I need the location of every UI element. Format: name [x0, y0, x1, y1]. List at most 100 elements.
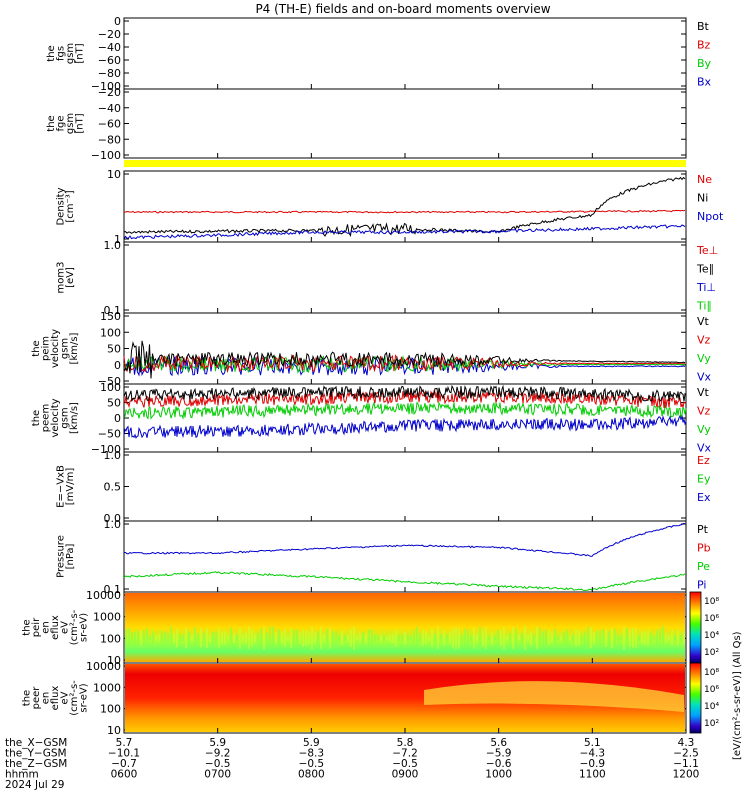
legend-peim-Vy: Vy [697, 352, 711, 365]
spectrogram-peir-stripe [458, 627, 460, 649]
plot-traces [123, 176, 687, 732]
spectrogram-peir-stripe [329, 627, 331, 649]
legends: Bt Bz By Bx Ne Ni Npot Te⊥ Te∥ Ti⊥ Ti∥ Vt Vz Vy Vx Vt Vz… [696, 20, 724, 592]
y-tick-label-pressure: 1.0 [104, 518, 122, 531]
spectrogram-peir-stripe [263, 626, 265, 650]
y-axis-label-fge: the [46, 115, 57, 131]
y-axis-label-fgs: fgs [55, 46, 66, 61]
x-row-value: 0700 [204, 769, 231, 781]
legend-peem-Vz: Vz [697, 405, 711, 418]
spectrogram-peir-stripe [320, 626, 322, 650]
spectrogram-peir-stripe [470, 634, 472, 642]
y-axis-label-peem: peem [41, 404, 52, 432]
spectrogram-peir-stripe [341, 630, 343, 646]
y-tick-label-fgs: −20 [98, 28, 121, 41]
spectrogram-peir-stripe [500, 630, 502, 646]
spectrogram-peir-stripe [194, 626, 196, 650]
x-row-value: 5.6 [490, 737, 507, 749]
y-tick-label-peim: 0 [114, 359, 121, 372]
spectrogram-peir-stripe [512, 627, 514, 649]
y-axis-label-efield: E=−VxB [55, 465, 66, 508]
y-axis-label-peer: peer [31, 686, 42, 710]
spectrogram-peir-stripe [572, 634, 574, 642]
spectrogram-peir-stripe [473, 627, 475, 649]
series-peim-Vt [123, 340, 686, 379]
x-row-value: 1000 [485, 769, 512, 781]
x-row-value: 0800 [298, 769, 325, 781]
x-row-value: 0900 [392, 769, 419, 781]
spectrogram-peir-stripe [620, 635, 622, 641]
spectrogram-peir-stripe [587, 626, 589, 650]
spectrogram-peir-stripe [608, 630, 610, 646]
legend-efield-Ey: Ey [697, 473, 711, 486]
spectrogram-peir-stripe [638, 635, 640, 641]
y-tick-label-peer: 1000 [93, 681, 121, 694]
spectrogram-peir-stripe [674, 635, 676, 641]
y-tick-label-efield: 0.0 [104, 512, 122, 525]
spectrogram-peir-stripe [287, 635, 289, 641]
spectrogram-peir-stripe [476, 633, 478, 643]
y-axis-label-peer: eV [60, 691, 71, 704]
spectrogram-peir-stripe [551, 632, 553, 644]
spectrogram-peir-stripe [353, 626, 355, 650]
y-tick-label-peem: −50 [98, 428, 121, 441]
spectrogram-peir-stripe [524, 626, 526, 650]
spectrogram-peir-stripe [515, 628, 517, 648]
spectrogram-peir-stripe [410, 635, 412, 641]
spectrogram-peir-stripe [683, 632, 685, 644]
spectrogram-peir-stripe [401, 634, 403, 642]
spectrogram-peir-stripe [302, 629, 304, 647]
spectrogram-peir-stripe [368, 629, 370, 647]
spectrogram-peir-stripe [527, 634, 529, 642]
colorbar-tick: 10⁶ [704, 685, 719, 695]
y-axis-label-temp: [eV] [65, 267, 76, 288]
spectrogram-peir-stripe [416, 626, 418, 650]
spectrogram-peir-stripe [266, 632, 268, 644]
y-axis-label-fge: [nT] [74, 113, 85, 133]
spectrogram-peir-stripe [653, 635, 655, 641]
x-row-name: the_Z−GSM [5, 758, 67, 770]
y-tick-label-fgs: −80 [98, 67, 121, 80]
spectrogram-peir-stripe [296, 629, 298, 647]
spectrogram-peir-stripe [497, 629, 499, 647]
spectrogram-peir-stripe [242, 633, 244, 643]
spectrogram-peir-stripe [614, 628, 616, 648]
spectrogram-peir-stripe [230, 627, 232, 649]
y-tick-label-peir: 10 [107, 654, 121, 667]
spectrogram-peir-stripe [308, 631, 310, 645]
spectrogram-peir-stripe [485, 626, 487, 650]
colorbar-tick: 10⁴ [704, 702, 719, 712]
y-tick-label-efield: 1.0 [104, 449, 122, 462]
spectrogram-peir-stripe [419, 633, 421, 643]
spectrogram-peir-stripe [245, 631, 247, 645]
y-axis-label-peim: the [31, 340, 42, 356]
legend-efield-Ex: Ex [697, 491, 711, 504]
spectrogram-peir-stripe [278, 629, 280, 647]
y-axis-label-peem: velocity [50, 398, 61, 437]
spectrogram-peir-stripe [647, 629, 649, 647]
spectrogram-peir-stripe [248, 626, 250, 650]
y-axis-label-peem: the [31, 410, 42, 426]
spectrogram-peir-stripe [599, 630, 601, 646]
spectrogram-peir-stripe [671, 630, 673, 646]
spectrogram-peir-stripe [422, 629, 424, 647]
spectrogram-peir-stripe [644, 631, 646, 645]
spectrogram-peir-stripe [593, 632, 595, 644]
spectrogram-peir-stripe [626, 627, 628, 649]
spectrogram-peir-stripe [434, 633, 436, 643]
x-row-value: 5.1 [584, 737, 601, 749]
y-axis-label-peir: en [41, 621, 52, 634]
y-tick-label-peem: 0 [114, 412, 121, 425]
legend-peem-Vy: Vy [697, 423, 711, 436]
spectrogram-peir-stripe [650, 632, 652, 644]
spectrogram-peir-stripe [164, 632, 166, 644]
spectrogram-peir-stripe [251, 629, 253, 647]
y-axis-label-peir: sr-eV) [79, 613, 90, 642]
panel-temp: 1.0 0.1 mom3[eV] [55, 239, 687, 317]
series-Npot [123, 224, 686, 240]
y-axis-label-peir: eV [60, 621, 71, 634]
spectrogram-peir-stripe [347, 635, 349, 641]
spectrogram-peir-stripe [155, 635, 157, 641]
x-row-value: 5.9 [209, 737, 226, 749]
spectrogram-peer-feature [424, 681, 684, 712]
